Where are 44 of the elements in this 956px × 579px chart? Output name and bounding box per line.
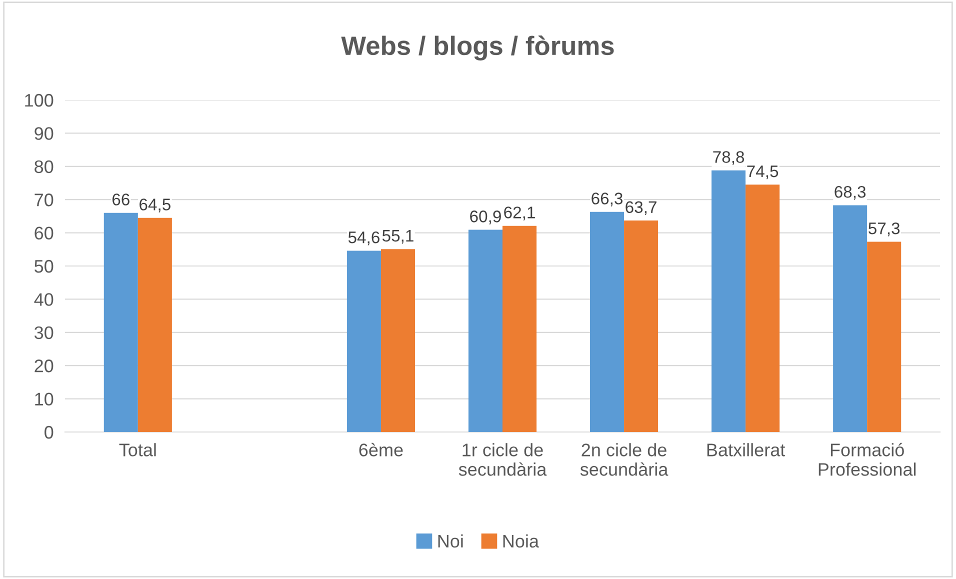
y-tick-label: 10 [35, 392, 54, 406]
y-tick-label: 100 [25, 94, 54, 107]
data-label: 68,3 [834, 186, 866, 200]
bar [590, 212, 624, 432]
data-label: 74,5 [747, 166, 778, 180]
bar [138, 218, 172, 432]
bar [746, 184, 780, 432]
bar [380, 249, 415, 432]
x-tick-label: 2n cicle de secundària [580, 443, 668, 476]
x-tick-label: 6ème [359, 442, 403, 456]
data-label: 63,7 [626, 201, 656, 216]
data-label: 66 [112, 194, 130, 206]
bar [833, 205, 868, 432]
y-tick-label: 50 [34, 260, 54, 273]
bar [624, 220, 658, 432]
bar [502, 226, 537, 432]
data-label: 78,8 [713, 151, 744, 165]
legend-label: Noia [503, 534, 539, 548]
bar [346, 250, 381, 432]
bar [867, 242, 902, 432]
data-label: 62,1 [504, 206, 535, 220]
y-tick-label: 60 [34, 226, 54, 240]
x-tick-label: 1r cicle de secundària [458, 443, 547, 476]
y-tick-label: 30 [34, 326, 54, 340]
bar [712, 170, 746, 432]
x-tick-label: Total [119, 443, 156, 456]
y-tick-label: 70 [34, 194, 54, 206]
chart-title: Webs / blogs / fòrums [341, 36, 614, 60]
bar [104, 212, 138, 432]
y-tick-label: 80 [34, 160, 54, 174]
data-label: 64,5 [140, 198, 170, 212]
x-tick-label: Batxillerat [707, 443, 786, 456]
data-label: 60,9 [470, 210, 501, 224]
y-tick-label: 40 [34, 293, 54, 306]
y-tick-label: 20 [34, 360, 54, 372]
data-label: 54,6 [348, 231, 380, 246]
data-label: 55,1 [382, 230, 414, 244]
x-tick-label: Formació Professional [818, 442, 916, 476]
data-label: 57,3 [868, 222, 900, 236]
bar [468, 230, 502, 432]
data-label: 66,3 [592, 192, 622, 206]
y-tick-label: 0 [44, 426, 54, 439]
y-tick-label: 90 [34, 127, 54, 140]
legend-label: Noi [438, 534, 463, 548]
